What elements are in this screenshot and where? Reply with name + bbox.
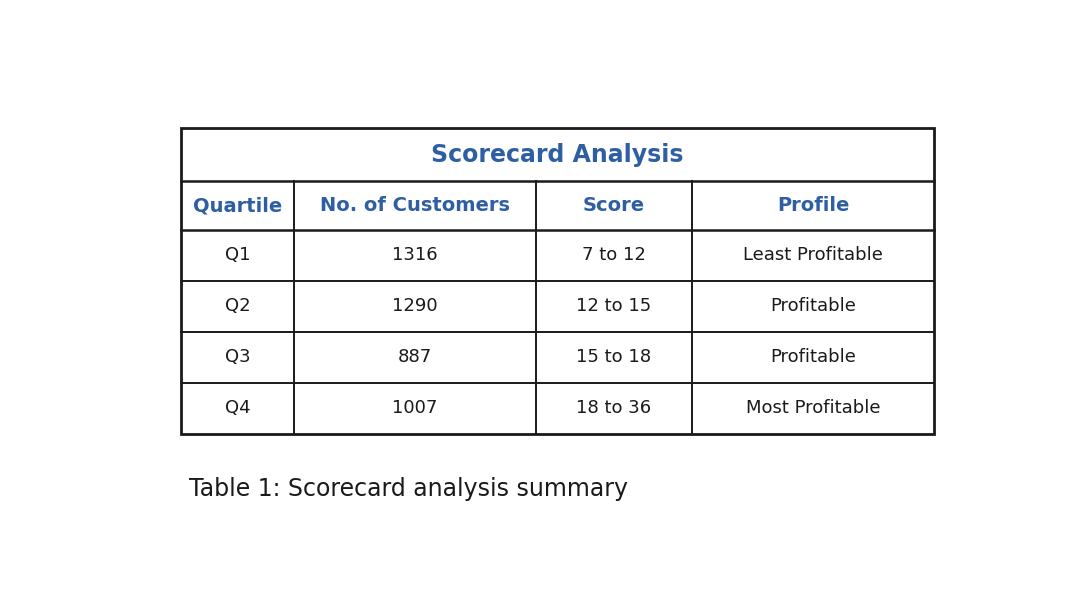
Text: 1007: 1007 [392, 399, 437, 417]
Text: Profitable: Profitable [770, 297, 856, 315]
Text: Profitable: Profitable [770, 349, 856, 367]
Text: Table 1: Scorecard analysis summary: Table 1: Scorecard analysis summary [189, 477, 629, 501]
Text: 18 to 36: 18 to 36 [577, 399, 651, 417]
Text: Q1: Q1 [225, 246, 251, 264]
Text: Q2: Q2 [225, 297, 251, 315]
Bar [181, 128, 934, 434]
Text: Scorecard Analysis: Scorecard Analysis [431, 143, 684, 167]
Text: 1290: 1290 [392, 297, 437, 315]
Text: 1316: 1316 [392, 246, 437, 264]
Text: 7 to 12: 7 to 12 [582, 246, 646, 264]
Text: No. of Customers: No. of Customers [320, 196, 510, 215]
Text: Most Profitable: Most Profitable [746, 399, 880, 417]
Text: Q4: Q4 [225, 399, 251, 417]
Text: 12 to 15: 12 to 15 [577, 297, 651, 315]
Text: 887: 887 [397, 349, 432, 367]
Text: Quartile: Quartile [192, 196, 282, 215]
Text: Profile: Profile [777, 196, 849, 215]
Text: 15 to 18: 15 to 18 [577, 349, 651, 367]
Text: Least Profitable: Least Profitable [743, 246, 883, 264]
Text: Q3: Q3 [225, 349, 251, 367]
Text: Score: Score [583, 196, 645, 215]
